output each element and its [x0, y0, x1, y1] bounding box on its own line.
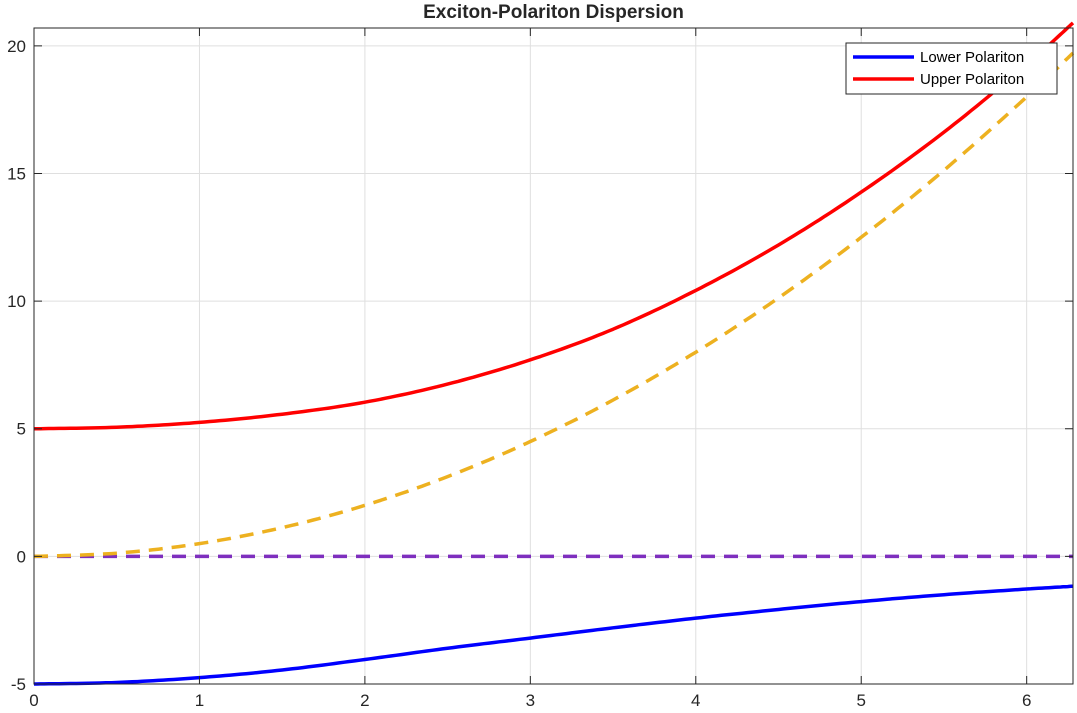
- x-tick-label: 3: [526, 691, 535, 710]
- y-tick-label: 15: [7, 164, 26, 183]
- y-tick-label: -5: [11, 675, 26, 694]
- x-tick-label: 5: [856, 691, 865, 710]
- legend-label-0: Lower Polariton: [920, 49, 1024, 66]
- legend: Lower Polariton Upper Polariton: [845, 42, 1058, 95]
- series-line-2: [33, 51, 1075, 559]
- y-tick-label: 10: [7, 292, 26, 311]
- legend-label-1: Upper Polariton: [920, 71, 1024, 88]
- y-tick-label: 20: [7, 37, 26, 56]
- y-tick-label: 5: [17, 420, 26, 439]
- chart-title: Exciton-Polariton Dispersion: [423, 2, 684, 23]
- series-line-1: [34, 21, 1075, 431]
- x-tick-label: 0: [29, 691, 38, 710]
- plot-lines: [33, 21, 1075, 686]
- x-tick-label: 1: [195, 691, 204, 710]
- grid: [34, 28, 1073, 684]
- x-tick-label: 6: [1022, 691, 1031, 710]
- x-tick-label: 2: [360, 691, 369, 710]
- y-tick-label: 0: [17, 547, 26, 566]
- series-line-0: [34, 584, 1074, 686]
- x-tick-label: 4: [691, 691, 700, 710]
- legend-box: [845, 42, 1058, 95]
- axes-box: [33, 27, 1074, 685]
